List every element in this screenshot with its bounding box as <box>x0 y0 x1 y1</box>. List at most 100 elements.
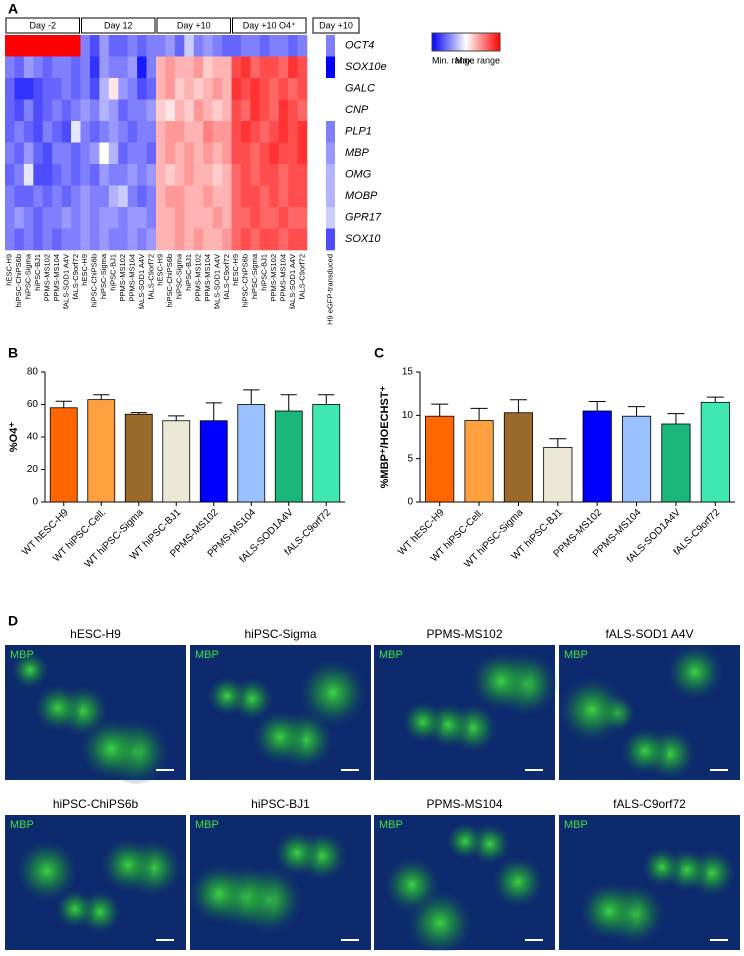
column-label: fALS-C9orf72 <box>146 254 155 299</box>
heatmap-cell <box>146 142 157 165</box>
heatmap-cell <box>71 56 81 79</box>
heatmap-cell <box>5 99 15 122</box>
heatmap-cell <box>71 164 81 186</box>
heatmap-cell <box>184 142 195 165</box>
heatmap-cell <box>259 56 270 79</box>
heatmap-cell <box>42 121 53 143</box>
heatmap-cell <box>193 35 204 57</box>
heatmap-cell <box>99 142 110 165</box>
column-label: PPMS-MS104 <box>278 254 287 302</box>
heatmap-cell <box>222 35 232 57</box>
heatmap-cell <box>269 228 279 251</box>
micrograph-signal <box>17 841 77 901</box>
heatmap-cell <box>23 164 34 186</box>
heatmap-cell <box>127 142 138 165</box>
heatmap-cell <box>71 185 81 208</box>
heatmap-cell <box>127 228 138 251</box>
heatmap-cell <box>240 99 251 122</box>
micrograph-title: hESC-H9 <box>70 627 121 641</box>
panel-label: A <box>8 1 18 17</box>
bar <box>700 401 730 503</box>
heatmap-cell <box>288 185 298 208</box>
micrograph-signal <box>408 891 472 955</box>
heatmap-cell <box>297 78 308 100</box>
y-tick-label: 15 <box>402 367 414 378</box>
column-label: PPMS-MS102 <box>269 254 278 302</box>
heatmap-cell <box>222 142 232 165</box>
heatmap-cell <box>80 185 91 208</box>
heatmap-cell <box>269 78 279 100</box>
heatmap-cell <box>33 78 44 100</box>
heatmap-cell <box>250 164 261 186</box>
heatmap-cell <box>288 56 298 79</box>
column-label: fALS-SOD1 A4V <box>137 254 146 309</box>
heatmap-cell <box>165 228 176 251</box>
heatmap-cell <box>108 78 119 100</box>
heatmap-cell <box>174 99 185 122</box>
heatmap-cell <box>193 164 204 186</box>
heatmap-cell <box>250 228 261 251</box>
heatmap-cell <box>297 207 308 229</box>
heatmap-cell <box>288 164 298 186</box>
heatmap-cell <box>250 35 261 57</box>
heatmap-cell <box>250 78 261 100</box>
heatmap-cell <box>5 164 15 186</box>
heatmap-cell <box>5 35 15 57</box>
heatmap-cell <box>250 142 261 165</box>
group-box <box>5 17 80 34</box>
heatmap-cell <box>326 185 335 208</box>
column-label: PPMS-MS102 <box>193 254 202 302</box>
column-label: hESC-H9 <box>156 254 165 286</box>
column-label: hESC-H9 <box>5 254 14 286</box>
heatmap-cell <box>240 228 251 251</box>
micrograph-signal <box>190 865 248 923</box>
bar <box>87 399 116 503</box>
heatmap-cell <box>42 164 53 186</box>
heatmap-cell <box>278 35 289 57</box>
heatmap-cell <box>288 99 298 122</box>
heatmap-cell <box>118 78 128 100</box>
heatmap-cell <box>326 35 335 57</box>
heatmap-cell <box>212 185 223 208</box>
heatmap-cell <box>156 78 166 100</box>
bar <box>621 415 652 503</box>
column-label: PPMS-MS102 <box>118 254 127 302</box>
column-label: H9 eGFP-transduced <box>325 254 334 325</box>
group-label: Day +10 <box>177 20 211 30</box>
heatmap-cell <box>156 207 166 229</box>
heatmap-cell <box>108 164 119 186</box>
heatmap-cell <box>193 207 204 229</box>
heatmap-cell <box>137 56 147 79</box>
heatmap-cell <box>89 207 100 229</box>
heatmap-cell <box>52 142 62 165</box>
heatmap-cell <box>118 142 128 165</box>
column-label: hiPSC-BJ1 <box>184 254 193 291</box>
heatmap-cell <box>108 121 119 143</box>
heatmap-cell <box>278 78 289 100</box>
heatmap-cell <box>71 99 81 122</box>
y-tick-label: 20 <box>27 464 39 475</box>
heatmap-cell <box>137 121 147 143</box>
heatmap-cell <box>33 121 44 143</box>
heatmap-cell <box>80 56 91 79</box>
heatmap-cell <box>240 185 251 208</box>
column-label: hESC-H9 <box>231 254 240 286</box>
row-label: SOX10 <box>345 233 381 245</box>
heatmap-cell <box>108 99 119 122</box>
heatmap-cell <box>61 78 72 100</box>
heatmap-cell <box>156 99 166 122</box>
heatmap-cell <box>61 121 72 143</box>
heatmap-cell <box>5 185 15 208</box>
micrograph-signal <box>12 652 48 688</box>
heatmap-cell <box>14 99 25 122</box>
column-label: hiPSC-BJ1 <box>33 254 42 291</box>
heatmap-cell <box>174 35 185 57</box>
heatmap-cell <box>14 142 25 165</box>
heatmap-cell <box>288 78 298 100</box>
heatmap-cell <box>222 228 232 251</box>
heatmap-cell <box>61 35 72 57</box>
heatmap-cell <box>156 185 166 208</box>
heatmap-cell <box>184 99 195 122</box>
heatmap-cell <box>193 99 204 122</box>
heatmap-cell <box>33 228 44 251</box>
